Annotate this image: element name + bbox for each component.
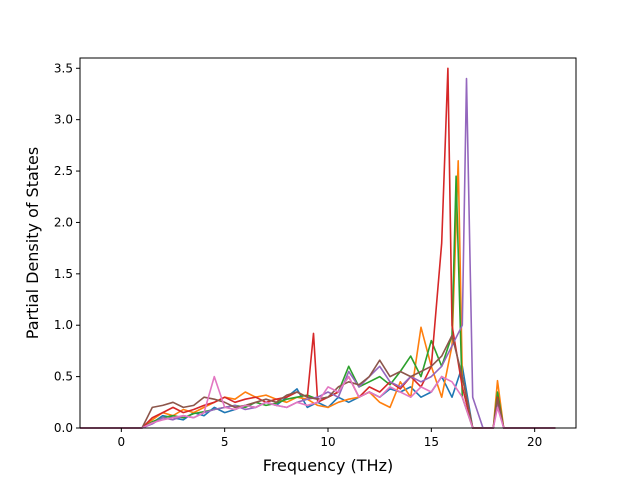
- plot-area: [80, 67, 556, 429]
- y-tick-label: 0.0: [54, 421, 73, 435]
- x-axis: 0 5 10 15 20: [118, 428, 542, 449]
- pdos-series-line: [80, 375, 556, 429]
- x-tick-label: 20: [527, 435, 542, 449]
- y-axis-label: Partial Density of States: [23, 147, 42, 339]
- y-tick-label: 1.5: [54, 267, 73, 281]
- x-axis-label: Frequency (THz): [263, 456, 393, 475]
- y-tick-label: 3.5: [54, 61, 73, 75]
- y-tick-label: 3.0: [54, 113, 73, 127]
- axes-frame: [79, 57, 577, 429]
- x-tick-label: 5: [221, 435, 229, 449]
- y-tick-label: 1.0: [54, 318, 73, 332]
- pdos-series-line: [80, 77, 556, 429]
- pdos-series-line: [80, 334, 556, 429]
- y-tick-label: 2.0: [54, 215, 73, 229]
- y-axis: 0.0 0.5 1.0 1.5 2.0 2.5 3.0 3.5: [54, 61, 80, 435]
- y-tick-label: 2.5: [54, 164, 73, 178]
- y-tick-label: 0.5: [54, 370, 73, 384]
- x-tick-label: 15: [424, 435, 439, 449]
- pdos-series-line: [80, 160, 556, 429]
- x-tick-label: 10: [320, 435, 335, 449]
- x-tick-label: 0: [118, 435, 126, 449]
- pdos-series-line: [80, 67, 556, 429]
